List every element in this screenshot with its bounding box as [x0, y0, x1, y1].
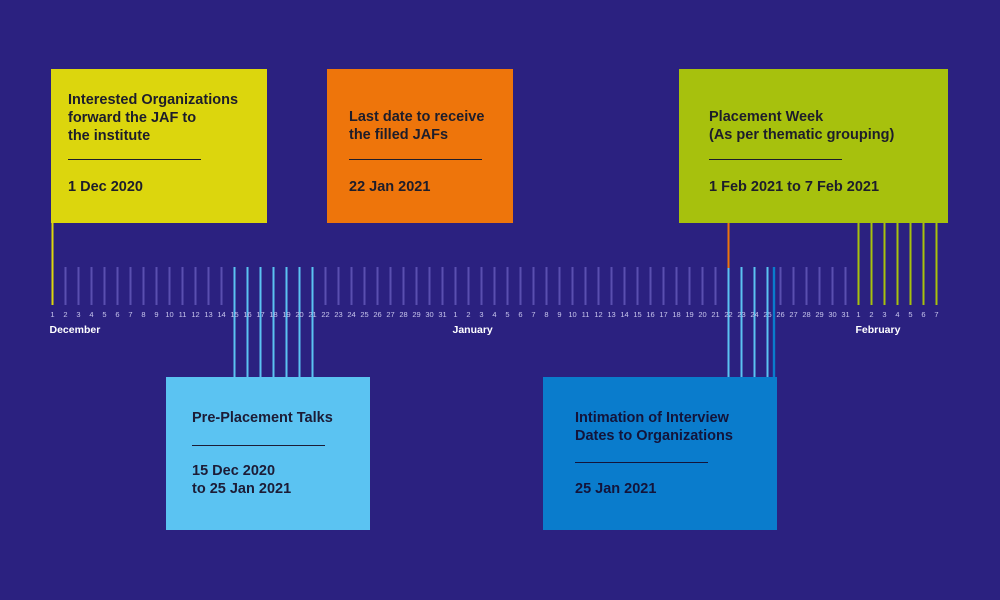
- day-label: 29: [412, 310, 420, 319]
- event-divider: [68, 159, 201, 160]
- day-label: 19: [282, 310, 290, 319]
- event-title: Intimation of Interview Dates to Organiz…: [575, 410, 733, 444]
- day-label: 26: [373, 310, 381, 319]
- event-divider: [349, 159, 482, 160]
- event-divider: [192, 445, 325, 446]
- day-label: 16: [243, 310, 251, 319]
- day-label: 24: [347, 310, 355, 319]
- event-title: Last date to receive the filled JAFs: [349, 109, 485, 143]
- day-label: 16: [646, 310, 654, 319]
- day-label: 15: [230, 310, 238, 319]
- day-label: 21: [711, 310, 719, 319]
- day-label: 2: [466, 310, 470, 319]
- day-label: 30: [828, 310, 836, 319]
- day-label: 22: [724, 310, 732, 319]
- event-title: Placement Week (As per thematic grouping…: [709, 109, 895, 143]
- event-date: 1 Dec 2020: [68, 179, 143, 195]
- event-card-jaf-forward: Interested Organizations forward the JAF…: [51, 69, 267, 223]
- day-label: 1: [453, 310, 457, 319]
- day-label: 10: [165, 310, 173, 319]
- day-label: 11: [179, 310, 187, 319]
- day-label: 23: [334, 310, 342, 319]
- day-label: 2: [869, 310, 873, 319]
- day-label: 26: [776, 310, 784, 319]
- day-label: 4: [895, 310, 899, 319]
- day-label: 11: [582, 310, 590, 319]
- event-title: Pre-Placement Talks: [192, 410, 333, 426]
- day-label: 3: [882, 310, 886, 319]
- day-label: 28: [802, 310, 810, 319]
- day-label: 25: [360, 310, 368, 319]
- day-label: 1: [50, 310, 54, 319]
- day-label: 7: [531, 310, 535, 319]
- event-divider: [709, 159, 842, 160]
- day-label: 18: [269, 310, 277, 319]
- day-label: 14: [620, 310, 628, 319]
- event-title: Interested Organizations forward the JAF…: [68, 92, 239, 144]
- day-label: 4: [89, 310, 93, 319]
- day-label: 3: [479, 310, 483, 319]
- event-divider: [575, 462, 708, 463]
- event-card-pre-placement: Pre-Placement Talks 15 Dec 2020 to 25 Ja…: [166, 377, 370, 530]
- day-label: 31: [438, 310, 446, 319]
- day-label: 18: [672, 310, 680, 319]
- day-label: 17: [256, 310, 264, 319]
- day-label: 22: [321, 310, 329, 319]
- day-label: 27: [789, 310, 797, 319]
- day-label: 6: [518, 310, 522, 319]
- day-label: 7: [934, 310, 938, 319]
- day-label: 10: [568, 310, 576, 319]
- event-date: 1 Feb 2021 to 7 Feb 2021: [709, 179, 880, 195]
- day-label: 12: [594, 310, 602, 319]
- event-date: 15 Dec 2020 to 25 Jan 2021: [192, 463, 292, 497]
- day-label: 14: [217, 310, 225, 319]
- day-label: 21: [308, 310, 316, 319]
- event-card-placement-week: Placement Week (As per thematic grouping…: [679, 69, 948, 223]
- day-label: 27: [386, 310, 394, 319]
- day-label: 31: [841, 310, 849, 319]
- day-label: 6: [921, 310, 925, 319]
- day-label: 17: [659, 310, 667, 319]
- month-label: January: [453, 324, 493, 336]
- day-label: 8: [544, 310, 548, 319]
- day-label: 24: [750, 310, 758, 319]
- event-date: 22 Jan 2021: [349, 179, 431, 195]
- day-label: 4: [492, 310, 496, 319]
- day-label: 28: [399, 310, 407, 319]
- day-label: 19: [685, 310, 693, 319]
- event-card-interview-dates: Intimation of Interview Dates to Organiz…: [543, 377, 777, 530]
- month-label: December: [50, 324, 101, 336]
- day-label: 6: [115, 310, 119, 319]
- day-label: 2: [63, 310, 67, 319]
- day-label: 15: [633, 310, 641, 319]
- day-label: 23: [737, 310, 745, 319]
- day-label: 20: [295, 310, 303, 319]
- day-label: 20: [698, 310, 706, 319]
- day-label: 29: [815, 310, 823, 319]
- day-label: 5: [505, 310, 509, 319]
- day-label: 9: [154, 310, 158, 319]
- day-label: 12: [191, 310, 199, 319]
- day-label: 9: [557, 310, 561, 319]
- day-label: 7: [128, 310, 132, 319]
- day-label: 8: [141, 310, 145, 319]
- day-label: 1: [856, 310, 860, 319]
- day-label: 13: [607, 310, 615, 319]
- day-label: 30: [425, 310, 433, 319]
- event-date: 25 Jan 2021: [575, 481, 657, 497]
- day-label: 5: [908, 310, 912, 319]
- day-label: 3: [76, 310, 80, 319]
- day-label: 13: [204, 310, 212, 319]
- event-card-jaf-last-date: Last date to receive the filled JAFs 22 …: [327, 69, 513, 223]
- month-label: February: [856, 324, 901, 336]
- day-label: 5: [102, 310, 106, 319]
